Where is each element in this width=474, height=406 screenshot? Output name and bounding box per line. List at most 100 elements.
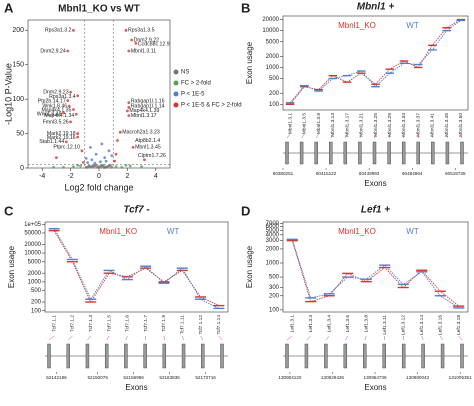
genome-tick-label: 130904120 xyxy=(278,375,301,380)
y-tick-label: 7000 xyxy=(266,221,280,227)
legend-marker xyxy=(173,69,179,75)
exon-connector xyxy=(87,335,91,341)
exon-label: Mbnl1.3.13 xyxy=(330,113,336,137)
exon-connector xyxy=(384,335,385,341)
exon-label: Tcf7.1.9 xyxy=(161,315,167,332)
exon-box xyxy=(440,343,445,369)
legend-label: WT xyxy=(406,227,419,236)
legend-label: FC > 2-fold xyxy=(181,81,211,87)
exon-box xyxy=(358,141,362,165)
y-tick-label: 200 xyxy=(269,91,280,97)
point xyxy=(114,152,118,156)
exon-box xyxy=(47,343,51,369)
point xyxy=(110,154,114,158)
point xyxy=(72,108,75,111)
exon-label: Mbnl1.3.21 xyxy=(359,113,365,137)
legend-label: Mbnl1_KO xyxy=(338,227,376,236)
y-tick-label: 100 xyxy=(31,308,42,314)
exon-connector xyxy=(374,133,376,139)
exon-connector xyxy=(68,335,73,341)
genome-tick-label: 130980043 xyxy=(406,375,429,380)
point xyxy=(127,101,131,105)
gene-label: Wnk1.8.48 xyxy=(37,112,62,118)
gene-label: Mbnl1.3.17 xyxy=(131,113,157,119)
gene-label: Dnm2.9.24 xyxy=(40,48,65,54)
legend-label: NS xyxy=(181,70,189,76)
point xyxy=(76,135,80,139)
exon-box xyxy=(329,141,333,165)
point xyxy=(131,145,135,149)
point xyxy=(74,112,78,116)
y-tick-label: 0 xyxy=(20,165,24,172)
point xyxy=(69,90,72,94)
y-tick-label: 300 xyxy=(269,285,280,291)
exon-connector xyxy=(144,335,146,341)
exon-label: Lef1.3.14 xyxy=(419,315,425,335)
x-axis-title: Exons xyxy=(125,383,147,392)
point xyxy=(124,163,128,167)
exon-connector xyxy=(48,335,55,341)
point xyxy=(69,120,72,124)
genome-tick-label: 131005351 xyxy=(449,375,472,380)
gene-label: Dnm2.9.23 xyxy=(43,90,68,96)
y-tick-label: 2000 xyxy=(266,246,280,252)
exon-box xyxy=(372,141,377,165)
exon-label: Tcf7.1.14 xyxy=(216,315,222,335)
gene-label: Atp8b2.1.4 xyxy=(135,138,160,144)
y-tick-label: 10000 xyxy=(262,28,279,34)
exon-connector xyxy=(306,335,311,341)
exon-connector xyxy=(200,335,203,341)
y-tick-label: 500 xyxy=(269,76,280,82)
point xyxy=(102,165,106,169)
y-tick-label: 100 xyxy=(269,307,280,313)
y-axis-title: Exon usage xyxy=(245,41,254,84)
panel-letter: D xyxy=(241,203,250,218)
y-tick-label: 5000 xyxy=(266,39,280,45)
exon-label: Tcf7.1.12 xyxy=(198,315,204,335)
exon-label: Mbnl1.3.41 xyxy=(430,113,436,137)
exon-box xyxy=(401,141,406,165)
y-tick-label: 100 xyxy=(269,102,280,108)
usage-line xyxy=(53,230,220,307)
point xyxy=(84,156,88,160)
gene-label: Clptm1.7.26 xyxy=(138,153,166,159)
y-axis-title: Exon usage xyxy=(7,245,16,288)
exon-connector xyxy=(218,335,223,341)
gene-label: Ptprc.12.10 xyxy=(53,145,80,151)
point xyxy=(62,111,65,115)
exon-box xyxy=(387,141,391,165)
usage-line xyxy=(291,240,460,307)
exon-connector xyxy=(458,335,463,341)
exon-connector xyxy=(330,133,333,139)
genome-tick-label: 52156956 xyxy=(123,375,144,380)
chart-title: Mbnl1_KO vs WT xyxy=(58,4,140,15)
y-tick-label: 200 xyxy=(31,300,42,306)
point xyxy=(79,164,82,168)
exon-label: Tcf7.1.7 xyxy=(143,315,149,332)
point xyxy=(130,38,134,42)
point xyxy=(100,142,104,146)
gene-label: Ccdc88c.12.9 xyxy=(138,41,170,47)
exon-label: Lef1.3.8 xyxy=(364,315,370,333)
point xyxy=(67,104,71,108)
chart-title: Tcf7 - xyxy=(123,205,150,216)
point xyxy=(94,163,98,167)
y-tick-label: 2000 xyxy=(266,54,280,60)
point xyxy=(120,165,124,169)
x-axis-title: Exons xyxy=(364,383,386,392)
exon-label: Mbnl1.3.50 xyxy=(458,113,464,137)
point xyxy=(97,165,101,169)
genome-tick-label: 60519735 xyxy=(445,171,466,176)
exon-connector xyxy=(345,133,348,139)
chart-title: Mbnl1 + xyxy=(357,2,395,13)
gene-label: Ptp2b.14.17 xyxy=(38,99,66,105)
y-tick-label: 500 xyxy=(31,288,42,294)
genome-tick-label: 52170716 xyxy=(195,375,216,380)
y-tick-label: 3000 xyxy=(266,238,280,244)
exon-connector xyxy=(325,335,330,341)
gene-label: Rps3a1.3.4 xyxy=(49,94,76,100)
point xyxy=(62,165,65,169)
y-tick-label: 200 xyxy=(12,27,24,34)
gene-label: Mark2.19.18 xyxy=(47,131,76,137)
point xyxy=(52,165,55,169)
